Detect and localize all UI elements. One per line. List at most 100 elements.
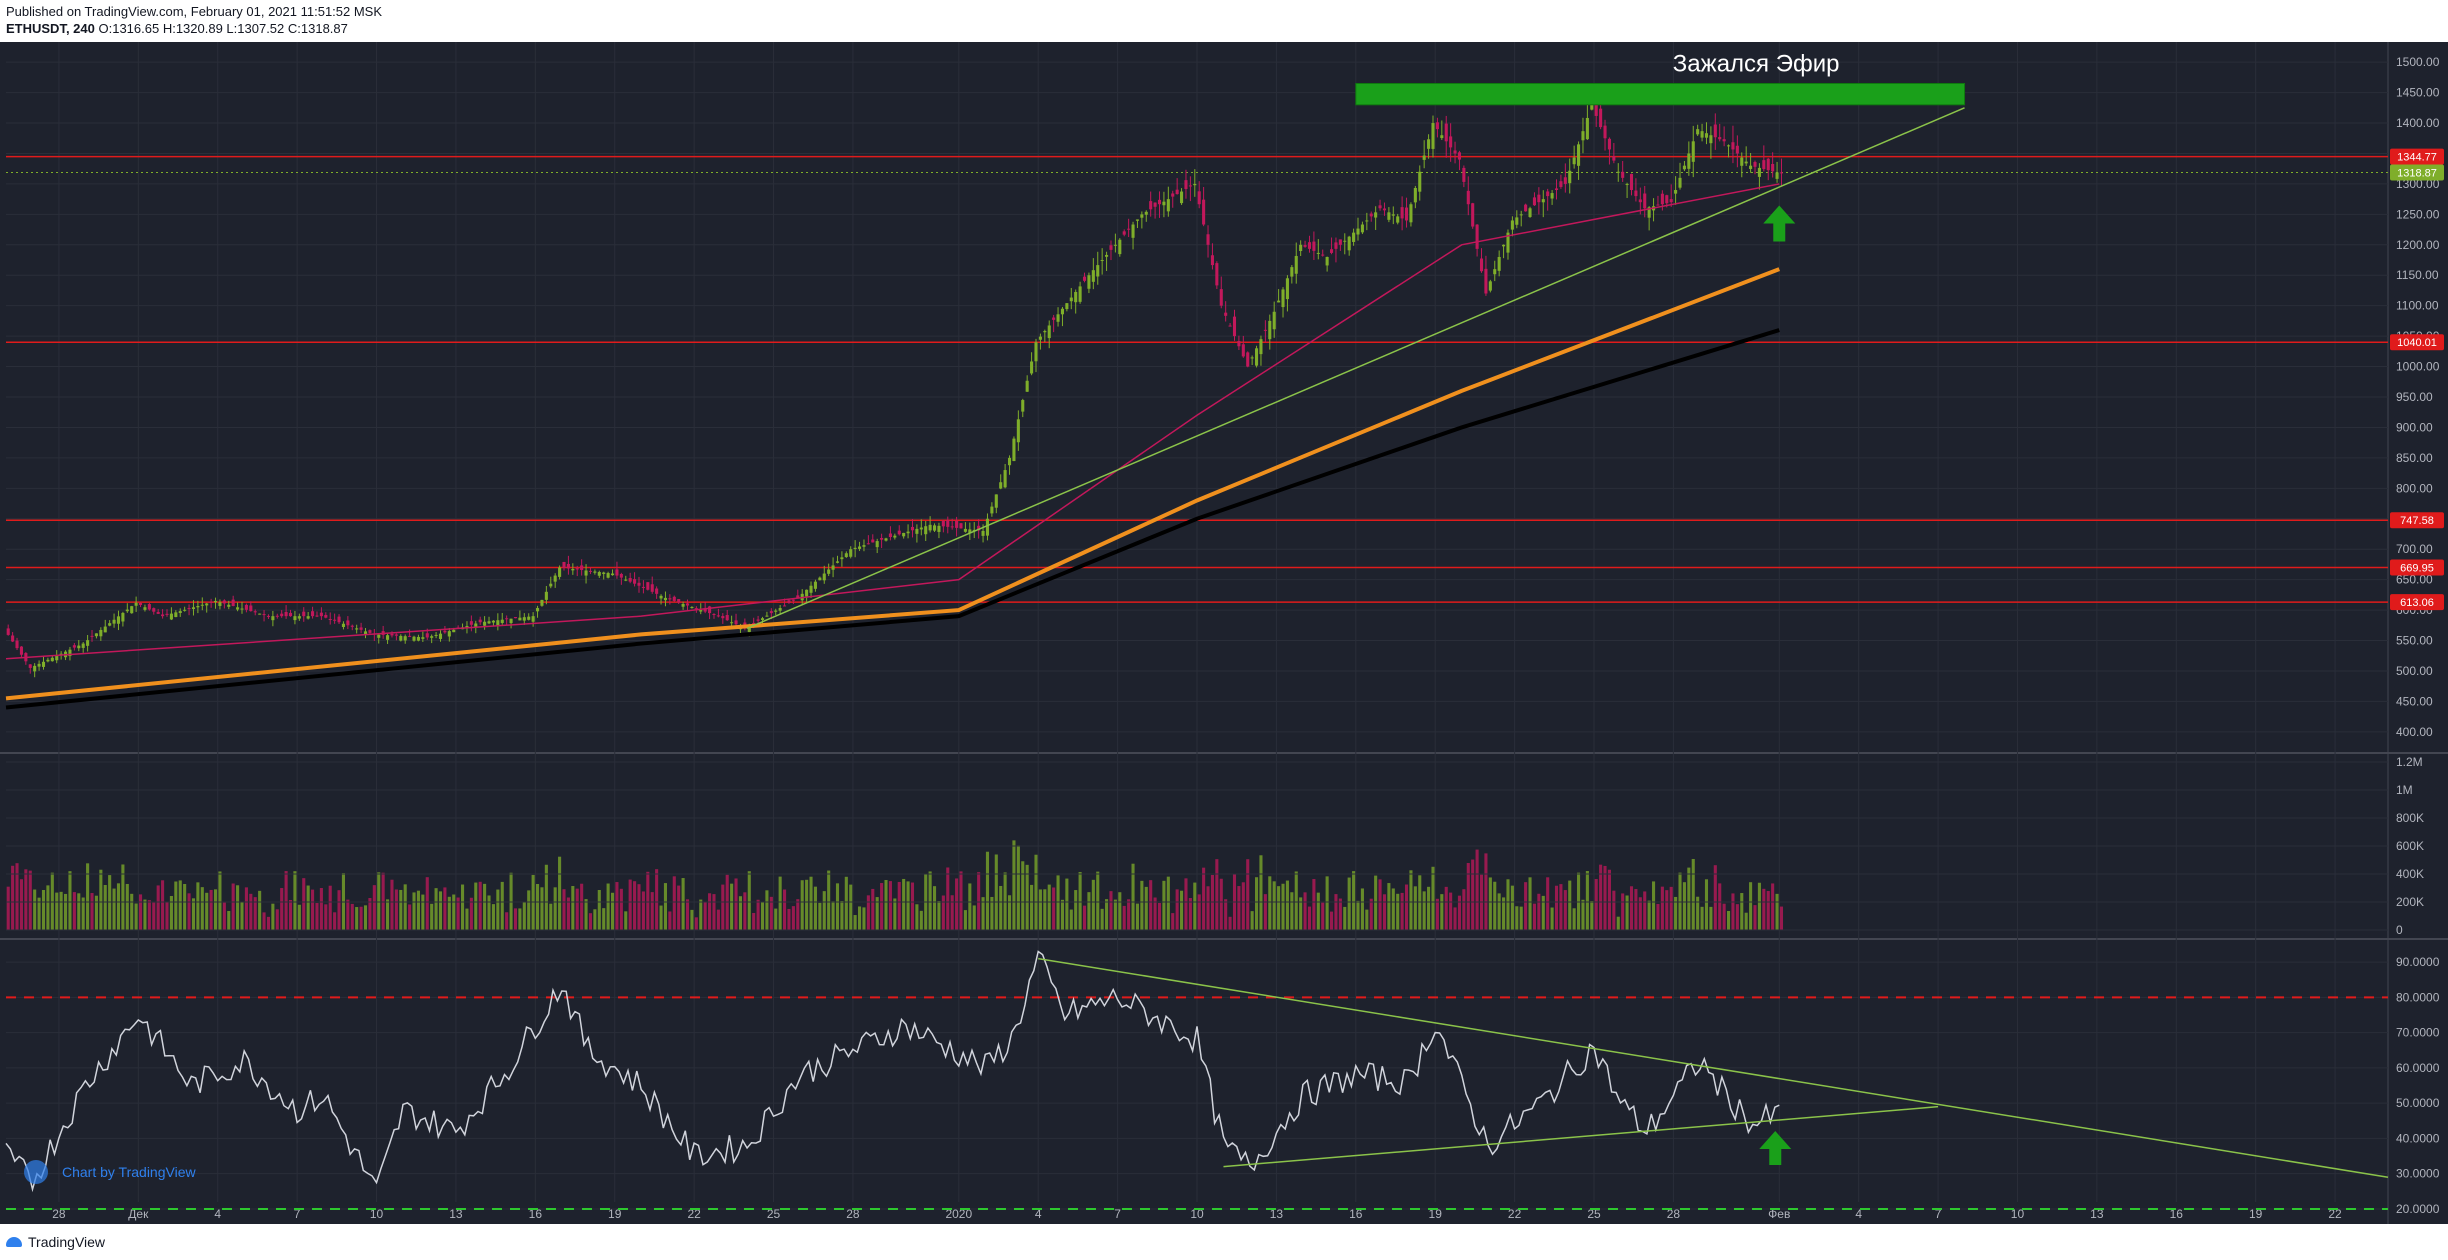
candle-body [1307, 242, 1312, 249]
price-tick-label: 500.00 [2396, 664, 2433, 678]
volume-bar [1180, 890, 1184, 930]
candle-body [637, 582, 641, 586]
x-tick-label: 22 [687, 1207, 701, 1221]
volume-bar [937, 901, 941, 930]
candle-body [355, 628, 359, 630]
candle-body [1188, 185, 1192, 187]
volume-bar [668, 911, 672, 930]
volume-bar [1259, 855, 1263, 930]
candles-group [6, 91, 1784, 678]
candle-body [147, 604, 151, 610]
candle-body [1162, 201, 1166, 206]
volume-bar [1665, 890, 1669, 930]
volume-bar [1462, 889, 1466, 930]
candle-body [822, 573, 826, 581]
volume-bar [1669, 886, 1673, 930]
candle-body [253, 611, 257, 613]
candle-body [1100, 260, 1104, 262]
candle-body [416, 636, 420, 641]
volume-bar [1532, 903, 1536, 930]
x-tick-label: 28 [52, 1207, 66, 1221]
price-tick-label: 1450.00 [2396, 86, 2440, 100]
volume-bar [24, 869, 28, 930]
candle-body [1779, 172, 1784, 174]
candle-body [311, 611, 315, 617]
volume-bar [218, 871, 222, 930]
candle-body [1497, 256, 1501, 271]
candle-body [1718, 137, 1722, 140]
candle-body [1087, 275, 1091, 289]
candle-body [1634, 190, 1638, 197]
candle-body [1466, 190, 1470, 205]
candle-body [544, 591, 548, 600]
candle-body [1180, 191, 1184, 204]
x-tick-label: 7 [1935, 1207, 1942, 1221]
volume-bar [1052, 887, 1056, 930]
x-tick-label: 22 [1508, 1207, 1522, 1221]
volume-bar [1471, 859, 1475, 930]
candle-body [1643, 193, 1647, 209]
candle-body [1704, 133, 1709, 138]
volume-bar [1091, 879, 1095, 930]
candle-body [1246, 352, 1250, 367]
candle-body [1259, 339, 1263, 355]
volume-bar [805, 879, 809, 930]
candle-body [968, 529, 972, 534]
up-arrow-icon [1763, 205, 1796, 242]
candle-body [708, 606, 712, 614]
volume-bar [1722, 903, 1726, 930]
tradingview-logo[interactable]: TradingView [6, 1234, 105, 1250]
candle-body [809, 585, 813, 593]
candle-body [1660, 193, 1664, 205]
candle-body [306, 616, 310, 619]
volume-bar [637, 884, 641, 930]
candle-body [103, 626, 107, 633]
candle-body [1669, 199, 1673, 203]
candle-body [588, 570, 593, 572]
candle-body [346, 620, 350, 626]
candle-body [258, 613, 262, 615]
volume-bar [902, 878, 906, 930]
candle-body [1338, 239, 1342, 245]
volume-bar [1369, 898, 1373, 930]
candle-body [72, 645, 76, 648]
candle-body [1457, 152, 1462, 160]
volume-bar [906, 881, 910, 930]
volume-bar [425, 877, 429, 930]
volume-bar [1343, 906, 1347, 930]
candle-body [46, 659, 50, 662]
volume-bar [985, 851, 990, 930]
candle-body [487, 621, 491, 624]
candle-body [249, 605, 253, 612]
x-tick-label: 13 [449, 1207, 463, 1221]
volume-bar [169, 895, 173, 930]
volume-bar [491, 904, 495, 930]
candle-body [1612, 156, 1616, 161]
volume-bar [553, 887, 557, 930]
candle-body [813, 581, 817, 589]
volume-bar [359, 906, 363, 930]
volume-bar [1771, 883, 1775, 930]
candle-body [1347, 236, 1351, 251]
volume-bar [1453, 907, 1457, 930]
candle-body [1696, 129, 1700, 135]
candle-body [831, 565, 835, 570]
rsi-trendline [1038, 957, 2389, 1178]
volume-bar [1162, 880, 1166, 930]
volume-bar [1757, 882, 1761, 930]
volume-bar [152, 902, 156, 930]
volume-bar [1316, 892, 1320, 930]
x-tick-label: 28 [846, 1207, 860, 1221]
candle-body [1568, 170, 1572, 184]
candle-body [315, 615, 319, 617]
volume-bar [28, 870, 32, 930]
volume-bar [1612, 890, 1616, 930]
volume-bar [306, 885, 310, 930]
volume-bar [641, 891, 645, 930]
chart-panels: 28 Дек 4 7 10 13 16 19 22 25 28 2020 4 7 10 13 16 19 22 25 2… [0, 42, 2448, 1224]
candle-body [1444, 123, 1448, 142]
chart-canvas[interactable]: 28 Дек 4 7 10 13 16 19 22 25 28 2020 4 7 10 13 16 19 22 25 2… [0, 42, 2448, 1224]
chart-background [0, 42, 2448, 1224]
candle-body [1021, 400, 1025, 412]
candle-body [403, 636, 407, 641]
